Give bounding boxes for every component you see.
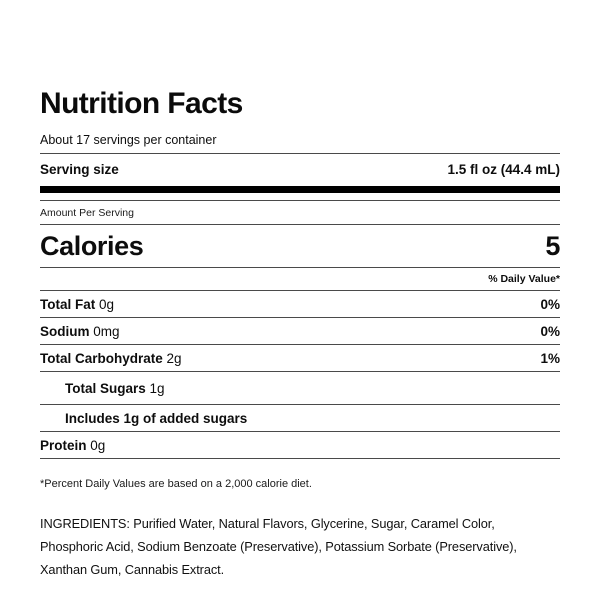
nutrient-name: Sodium bbox=[40, 324, 90, 339]
nutrient-row-total-carbohydrate: Total Carbohydrate 2g 1% bbox=[40, 345, 560, 372]
amount-per-serving-label: Amount Per Serving bbox=[40, 201, 560, 225]
nutrient-text: Total Carbohydrate 2g bbox=[40, 351, 182, 366]
nutrient-amount: 0g bbox=[99, 297, 115, 312]
nutrient-row-protein: Protein 0g bbox=[40, 432, 560, 459]
nutrient-row-sodium: Sodium 0mg 0% bbox=[40, 318, 560, 345]
calories-label: Calories bbox=[40, 231, 144, 261]
nutrition-facts-title: Nutrition Facts bbox=[40, 87, 243, 120]
nutrient-daily-value: 1% bbox=[540, 351, 560, 366]
nutrient-row-total-sugars: Total Sugars 1g bbox=[40, 372, 560, 405]
calories-row: Calories 5 bbox=[40, 225, 560, 268]
nutrient-daily-value: 0% bbox=[540, 297, 560, 312]
nutrient-name: Total Carbohydrate bbox=[40, 351, 163, 366]
nutrient-name: Total Fat bbox=[40, 297, 96, 312]
nutrient-text: Includes 1g of added sugars bbox=[65, 411, 247, 426]
nutrient-text: Sodium 0mg bbox=[40, 324, 120, 339]
serving-size-value: 1.5 fl oz (44.4 mL) bbox=[447, 162, 560, 177]
daily-value-footnote: *Percent Daily Values are based on a 2,0… bbox=[40, 478, 312, 490]
thick-divider-bar bbox=[40, 186, 560, 193]
nutrient-name: Total Sugars bbox=[65, 381, 146, 396]
calories-value: 5 bbox=[545, 231, 560, 261]
serving-size-label: Serving size bbox=[40, 162, 119, 177]
nutrient-amount: 0mg bbox=[93, 324, 120, 339]
servings-per-container: About 17 servings per container bbox=[40, 133, 560, 154]
nutrient-name: Includes 1g of added sugars bbox=[65, 411, 248, 426]
nutrient-name: Protein bbox=[40, 438, 87, 453]
nutrient-daily-value: 0% bbox=[540, 324, 560, 339]
nutrition-facts-label: Nutrition Facts About 17 servings per co… bbox=[40, 88, 560, 581]
nutrient-row-total-fat: Total Fat 0g 0% bbox=[40, 291, 560, 318]
nutrient-row-added-sugars: Includes 1g of added sugars bbox=[40, 405, 560, 432]
nutrient-amount: 1g bbox=[149, 381, 165, 396]
ingredients-list: INGREDIENTS: Purified Water, Natural Fla… bbox=[40, 516, 517, 577]
nutrient-text: Total Sugars 1g bbox=[65, 381, 165, 396]
divider-hairline bbox=[40, 193, 560, 201]
nutrient-text: Total Fat 0g bbox=[40, 297, 114, 312]
nutrient-amount: 2g bbox=[166, 351, 182, 366]
serving-size-row: Serving size 1.5 fl oz (44.4 mL) bbox=[40, 154, 560, 186]
percent-daily-value-header: % Daily Value* bbox=[40, 268, 560, 291]
nutrient-amount: 0g bbox=[90, 438, 106, 453]
nutrient-text: Protein 0g bbox=[40, 438, 105, 453]
